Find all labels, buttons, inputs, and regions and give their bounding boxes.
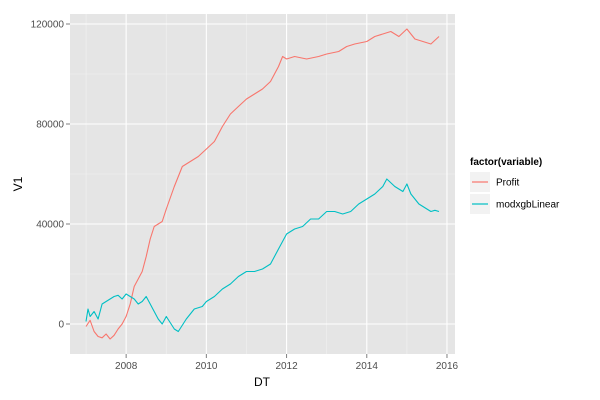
y-tick-label: 80000 <box>36 120 64 131</box>
grid-major <box>70 14 455 354</box>
series-line-profit <box>85 28 440 340</box>
legend-title: factor(variable) <box>470 157 542 168</box>
legend: factor(variable) Profit modxgbLinear <box>470 157 560 214</box>
series-layer <box>85 28 440 340</box>
y-tick-label: 0 <box>58 320 64 331</box>
y-tick-label: 120000 <box>31 20 65 31</box>
x-axis-ticks: 2008 2010 2012 2014 2016 <box>115 354 459 372</box>
x-axis-title: DT <box>254 375 271 389</box>
x-tick-label: 2014 <box>356 361 379 372</box>
legend-label-profit: Profit <box>496 178 520 189</box>
x-tick-label: 2012 <box>275 361 298 372</box>
y-axis-ticks: 0 40000 80000 120000 <box>31 20 70 331</box>
series-line-modxgblinear <box>85 178 440 333</box>
x-tick-label: 2008 <box>115 361 138 372</box>
legend-items: Profit modxgbLinear <box>470 172 560 214</box>
x-tick-label: 2016 <box>436 361 459 372</box>
plot-panel <box>70 14 455 354</box>
x-tick-label: 2010 <box>195 361 218 372</box>
legend-label-modxgblinear: modxgbLinear <box>496 200 560 211</box>
y-axis-title: V1 <box>11 176 25 191</box>
y-tick-label: 40000 <box>36 220 64 231</box>
